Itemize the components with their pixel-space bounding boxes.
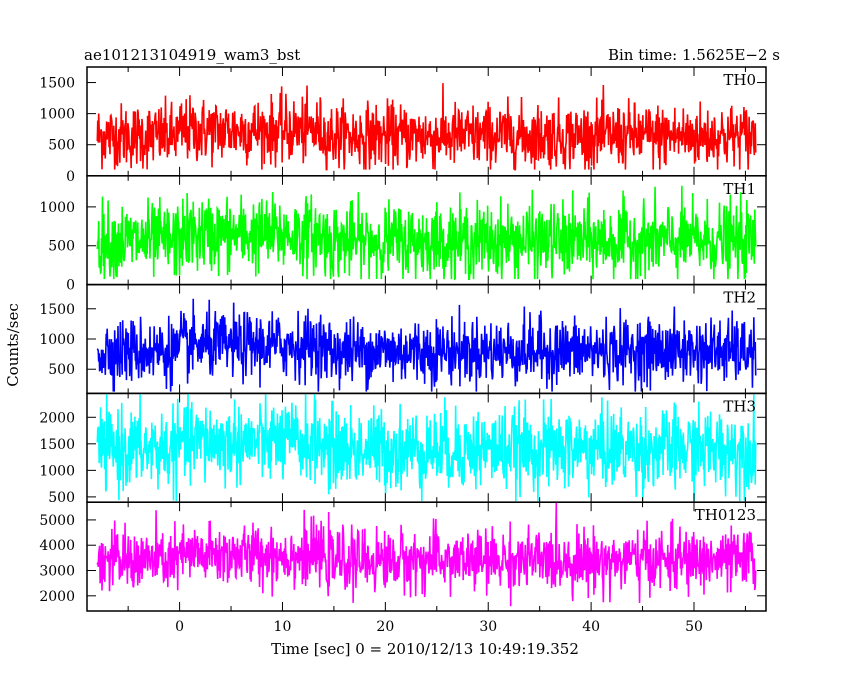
y-tick-label: 1500 <box>39 302 75 318</box>
y-tick-label: 2000 <box>39 410 75 426</box>
y-tick-label: 5000 <box>39 513 75 529</box>
x-tick-label: 20 <box>376 619 394 635</box>
x-tick-label: 40 <box>582 619 600 635</box>
y-tick-label: 4000 <box>39 538 75 554</box>
y-tick-label: 500 <box>48 362 75 378</box>
panel-th0123: 2000 3000 4000 5000 TH0123 <box>39 501 767 612</box>
series-label-th0123: TH0123 <box>695 506 756 524</box>
y-tick-label: 3000 <box>39 564 75 580</box>
series-line-th2 <box>96 298 757 392</box>
y-tick-label: 0 <box>66 278 75 294</box>
y-tick-label: 1000 <box>39 107 75 123</box>
panel-th1: 0 500 1000 TH1 <box>39 175 767 294</box>
series-label-th2: TH2 <box>723 289 756 307</box>
x-tick-label: 10 <box>274 619 292 635</box>
x-tick-label: 50 <box>685 619 703 635</box>
y-axis-label: Counts/sec <box>4 303 22 387</box>
series-label-th0: TH0 <box>723 71 756 89</box>
panel-th0: 0 500 1000 1500 TH0 <box>39 66 767 185</box>
series-line-th1 <box>96 185 757 281</box>
series-label-th1: TH1 <box>723 180 756 198</box>
bin-time-label: Bin time: 1.5625E−2 s <box>608 46 780 64</box>
y-tick-label: 500 <box>48 138 75 154</box>
series-label-th3: TH3 <box>723 397 756 415</box>
y-tick-label: 1000 <box>39 200 75 216</box>
panel-th3: 500 1000 1500 2000 TH3 <box>39 392 767 506</box>
y-tick-label: 1000 <box>39 463 75 479</box>
y-tick-label: 1500 <box>39 437 75 453</box>
chart-title: ae101213104919_wam3_bst <box>84 46 300 64</box>
y-tick-label: 500 <box>48 490 75 506</box>
y-tick-label: 2000 <box>39 589 75 605</box>
x-tick-label: 30 <box>479 619 497 635</box>
panel-frame <box>86 501 767 612</box>
y-tick-label: 0 <box>66 169 75 185</box>
y-tick-label: 500 <box>48 239 75 255</box>
series-line-th3 <box>96 393 757 502</box>
x-axis-label: Time [sec] 0 = 2010/12/13 10:49:19.352 <box>271 640 579 658</box>
series-line-th0123 <box>96 502 757 607</box>
y-tick-label: 1000 <box>39 332 75 348</box>
series-line-th0 <box>96 83 757 171</box>
panel-th2: 500 1000 1500 TH2 <box>39 283 767 395</box>
y-tick-label: 1500 <box>39 76 75 92</box>
x-tick-label: 0 <box>175 619 184 635</box>
